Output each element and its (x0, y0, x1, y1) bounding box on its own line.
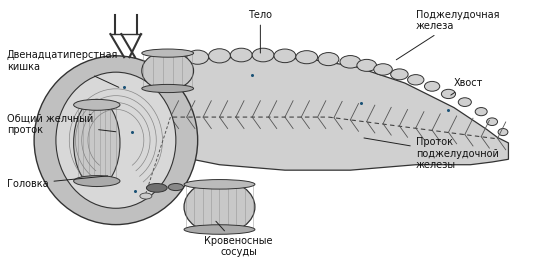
Ellipse shape (487, 118, 498, 125)
Ellipse shape (252, 48, 274, 62)
Ellipse shape (296, 51, 318, 64)
Text: Поджелудочная
железа: Поджелудочная железа (396, 10, 499, 60)
Ellipse shape (73, 99, 120, 110)
Ellipse shape (274, 49, 296, 63)
Ellipse shape (168, 183, 184, 191)
Text: Проток
поджелудочной
железы: Проток поджелудочной железы (364, 137, 499, 170)
Ellipse shape (142, 84, 193, 93)
Ellipse shape (475, 108, 487, 116)
Ellipse shape (56, 72, 176, 208)
Ellipse shape (142, 49, 193, 57)
Ellipse shape (73, 99, 120, 186)
Ellipse shape (184, 180, 255, 233)
Ellipse shape (73, 176, 120, 186)
Ellipse shape (458, 98, 471, 106)
Ellipse shape (408, 75, 424, 85)
Ellipse shape (357, 59, 376, 71)
Ellipse shape (142, 52, 193, 90)
Ellipse shape (184, 180, 255, 189)
Ellipse shape (140, 193, 152, 199)
Ellipse shape (230, 48, 252, 62)
Text: Хвост: Хвост (451, 78, 483, 95)
Text: Кровеносные
сосуды: Кровеносные сосуды (204, 221, 273, 257)
Text: Общий желчный
проток: Общий желчный проток (7, 113, 116, 135)
Ellipse shape (441, 89, 455, 98)
Ellipse shape (184, 225, 255, 234)
Text: Головка: Головка (7, 176, 107, 189)
Ellipse shape (318, 53, 339, 66)
Ellipse shape (187, 50, 209, 64)
Text: Двенадцатиперстная
кишка: Двенадцатиперстная кишка (7, 50, 119, 87)
Ellipse shape (146, 183, 167, 192)
Ellipse shape (34, 56, 198, 225)
Ellipse shape (391, 69, 408, 80)
Ellipse shape (165, 53, 187, 67)
Ellipse shape (498, 128, 508, 136)
Text: Тело: Тело (248, 10, 272, 53)
Ellipse shape (340, 56, 361, 68)
Ellipse shape (209, 49, 230, 63)
Polygon shape (154, 56, 509, 170)
Ellipse shape (425, 81, 439, 91)
Ellipse shape (374, 64, 392, 75)
